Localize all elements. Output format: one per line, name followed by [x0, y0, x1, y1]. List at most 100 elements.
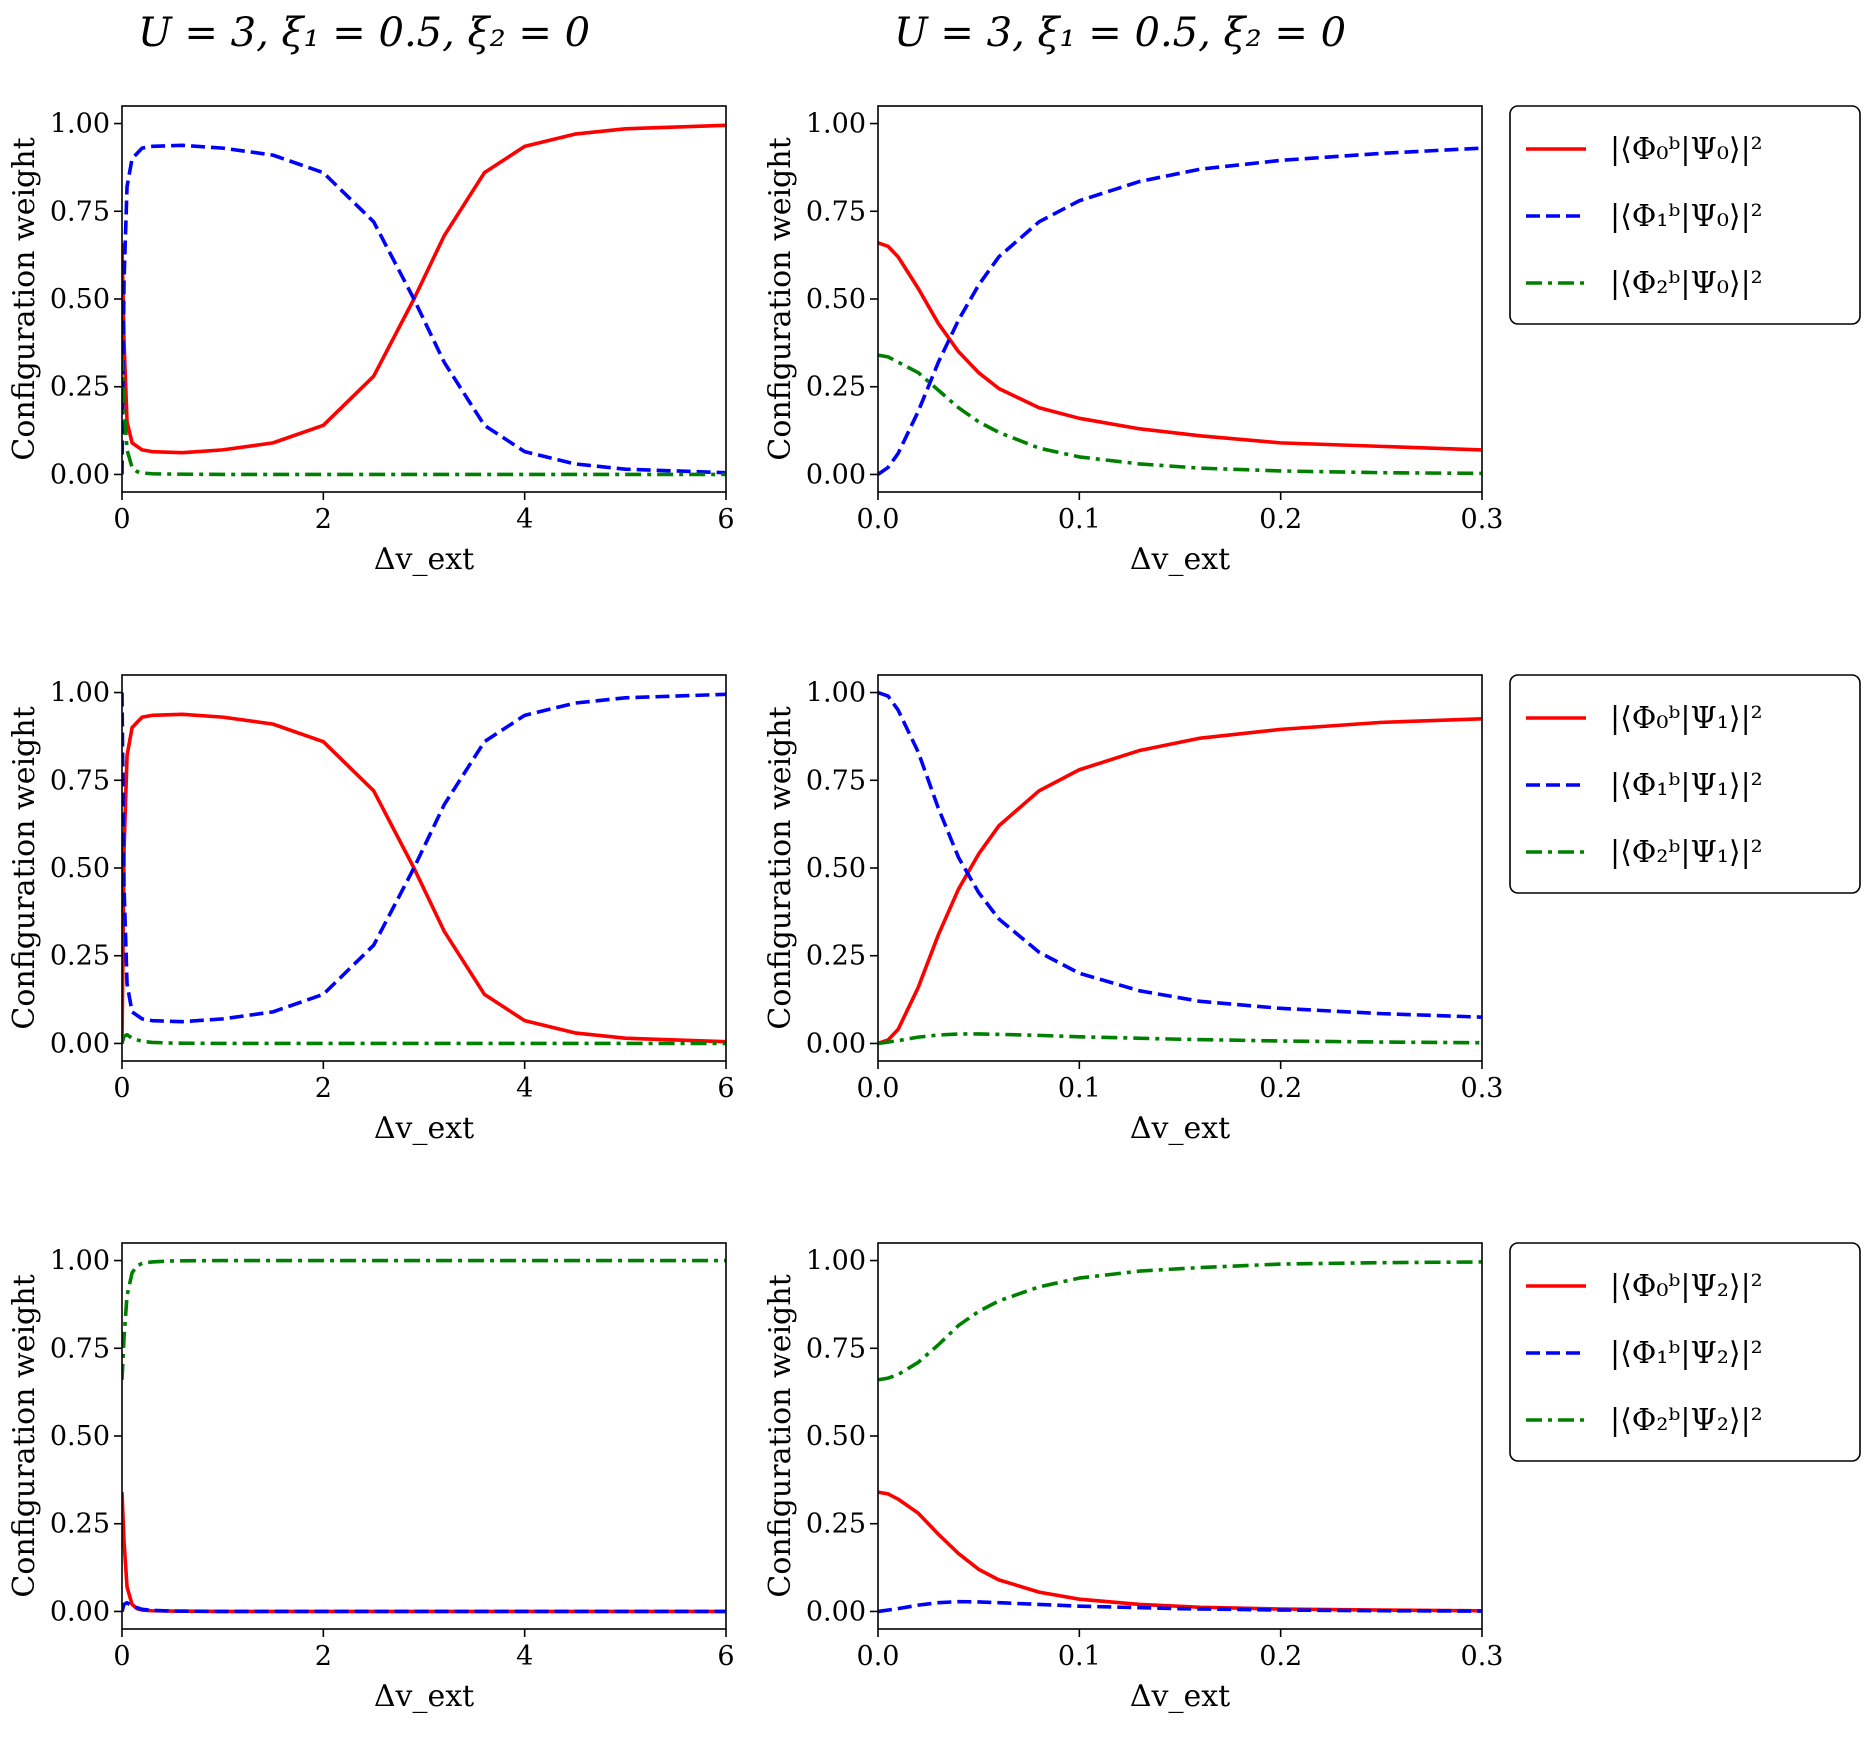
series-line-1-3: [122, 355, 726, 477]
x-tick-label: 0.2: [1259, 1641, 1302, 1672]
legend-label: |⟨Φ₁ᵇ|Ψ₀⟩|²: [1610, 199, 1763, 234]
series-line-2-2: [878, 146, 1482, 476]
y-tick-label: 0.00: [806, 1596, 866, 1627]
legend-3: |⟨Φ₀ᵇ|Ψ₂⟩|² |⟨Φ₁ᵇ|Ψ₂⟩|² |⟨Φ₂ᵇ|Ψ₂⟩|²: [1509, 1242, 1861, 1462]
x-tick-label: 2: [315, 504, 332, 535]
y-tick-label: 1.00: [806, 678, 866, 709]
chart-panel-2: 0.0 0.1 0.2 0.3 0.00 0.25 0.50 0.75 1.00 Δv_ext Co…: [763, 105, 1504, 577]
x-tick-label: 0.3: [1461, 1641, 1504, 1672]
series-line-2-3: [878, 353, 1482, 476]
x-tick-label: 2: [315, 1073, 332, 1104]
y-tick-label: 0.00: [50, 1028, 110, 1059]
x-tick-label: 0.0: [857, 1641, 900, 1672]
legend-label: |⟨Φ₁ᵇ|Ψ₂⟩|²: [1610, 1336, 1763, 1371]
x-axis-label: Δv_ext: [1130, 1679, 1230, 1714]
x-axis-label: Δv_ext: [374, 542, 474, 577]
y-tick-label: 1.00: [806, 1246, 866, 1277]
y-tick-label: 0.00: [806, 459, 866, 490]
x-tick-label: 0.2: [1259, 1073, 1302, 1104]
panels: 0 2 4 60.000.250.500.751.00Δv_extConfigurat…: [7, 105, 1504, 1714]
legend-box: [1509, 674, 1861, 894]
series-line-2-1: [878, 241, 1482, 452]
y-tick-label: 0.75: [806, 196, 866, 227]
x-tick-label: 4: [516, 1641, 533, 1672]
y-tick-label: 0.50: [806, 853, 866, 884]
x-tick-label: 0.1: [1058, 1641, 1101, 1672]
x-axis-label: Δv_ext: [374, 1679, 474, 1714]
y-tick-label: 0.25: [50, 372, 110, 403]
y-axis-label: Configuration weight: [7, 137, 42, 460]
y-axis-label: Configuration weight: [763, 137, 798, 460]
chart-panel-4: 0.0 0.1 0.2 0.3 0.00 0.25 0.50 0.75 1.00 Δv_ext Co…: [763, 674, 1504, 1146]
column-title-left: U = 3, ξ₁ = 0.5, ξ₂ = 0: [138, 10, 590, 56]
y-tick-label: 0.75: [50, 1333, 110, 1364]
plot-frame: [877, 1242, 1483, 1630]
series-line-6-3: [878, 1260, 1482, 1382]
series-line-3-1: [122, 712, 726, 1044]
legends: |⟨Φ₀ᵇ|Ψ₀⟩|²|⟨Φ₁ᵇ|Ψ₀⟩|²|⟨Φ₂ᵇ|Ψ₀⟩|²|⟨Φ₀ᵇ|Ψ…: [1509, 105, 1861, 1462]
legend-label: |⟨Φ₁ᵇ|Ψ₁⟩|²: [1610, 768, 1763, 803]
series-line-3-2: [122, 692, 726, 1024]
y-tick-label: 0.00: [50, 459, 110, 490]
x-tick-label: 0.0: [857, 1073, 900, 1104]
x-tick-label: 0.2: [1259, 504, 1302, 535]
y-tick-label: 1.00: [50, 678, 110, 709]
x-axis-label: Δv_ext: [1130, 542, 1230, 577]
legend-label: |⟨Φ₂ᵇ|Ψ₁⟩|²: [1610, 835, 1763, 870]
series-line-5-2: [122, 1600, 726, 1614]
series-line-1-1: [122, 123, 726, 455]
legend-box: [1509, 105, 1861, 325]
x-tick-label: 0.3: [1461, 1073, 1504, 1104]
x-tick-label: 2: [315, 1641, 332, 1672]
x-tick-label: 6: [717, 504, 734, 535]
x-tick-label: 0.1: [1058, 504, 1101, 535]
y-axis-label: Configuration weight: [7, 1274, 42, 1597]
chart-panel-6: 0.0 0.1 0.2 0.3 0.00 0.25 0.50 0.75 1.00 Δv_ext Co…: [763, 1242, 1504, 1714]
y-tick-label: 0.75: [806, 765, 866, 796]
y-tick-label: 0.25: [806, 1509, 866, 1540]
x-tick-label: 0: [113, 504, 130, 535]
y-tick-label: 0.00: [50, 1596, 110, 1627]
y-tick-label: 1.00: [50, 1246, 110, 1277]
series-line-6-2: [878, 1599, 1482, 1614]
legend-label: |⟨Φ₀ᵇ|Ψ₁⟩|²: [1610, 701, 1763, 736]
series-line-5-1: [122, 1492, 726, 1614]
y-tick-label: 0.50: [50, 853, 110, 884]
y-tick-label: 0.50: [50, 284, 110, 315]
series-line-5-3: [122, 1258, 726, 1380]
legend-label: |⟨Φ₂ᵇ|Ψ₂⟩|²: [1610, 1403, 1763, 1438]
x-tick-label: 6: [717, 1073, 734, 1104]
y-tick-label: 0.00: [806, 1028, 866, 1059]
chart-panel-5: 0 2 4 6 0.00 0.25 0.50 0.75 1.00 Δv_ext Configurat…: [7, 1242, 735, 1714]
x-tick-label: 4: [516, 1073, 533, 1104]
chart-panel-1: 0 2 4 6 0.00 0.25 0.50 0.75 1.00 Δv_ext Configurat…: [7, 105, 735, 577]
x-tick-label: 0: [113, 1641, 130, 1672]
legend-label: |⟨Φ₀ᵇ|Ψ₀⟩|²: [1610, 132, 1763, 167]
column-title-right: U = 3, ξ₁ = 0.5, ξ₂ = 0: [894, 10, 1346, 56]
series-line-4-1: [878, 717, 1482, 1046]
y-tick-label: 0.75: [806, 1333, 866, 1364]
plot-frame: [121, 105, 727, 493]
plot-frame: [121, 1242, 727, 1630]
legend-1: |⟨Φ₀ᵇ|Ψ₀⟩|² |⟨Φ₁ᵇ|Ψ₀⟩|² |⟨Φ₂ᵇ|Ψ₀⟩|²: [1509, 105, 1861, 325]
series-line-4-2: [878, 690, 1482, 1019]
x-tick-label: 0.1: [1058, 1073, 1101, 1104]
x-axis-label: Δv_ext: [374, 1111, 474, 1146]
series-line-1-2: [122, 143, 726, 475]
y-axis-label: Configuration weight: [7, 706, 42, 1029]
chart-panel-3: 0 2 4 6 0.00 0.25 0.50 0.75 1.00 Δv_ext Configurat…: [7, 674, 735, 1146]
y-axis-label: Configuration weight: [763, 706, 798, 1029]
legend-label: |⟨Φ₂ᵇ|Ψ₀⟩|²: [1610, 266, 1763, 301]
series-line-3-3: [122, 1032, 726, 1046]
y-tick-label: 0.25: [50, 1509, 110, 1540]
y-axis-label: Configuration weight: [763, 1274, 798, 1597]
series-line-6-1: [878, 1490, 1482, 1613]
y-tick-label: 1.00: [50, 109, 110, 140]
x-tick-label: 6: [717, 1641, 734, 1672]
y-tick-label: 0.25: [50, 941, 110, 972]
y-tick-label: 0.25: [806, 372, 866, 403]
plot-frame: [121, 674, 727, 1062]
x-tick-label: 0.3: [1461, 504, 1504, 535]
y-tick-label: 0.50: [806, 284, 866, 315]
